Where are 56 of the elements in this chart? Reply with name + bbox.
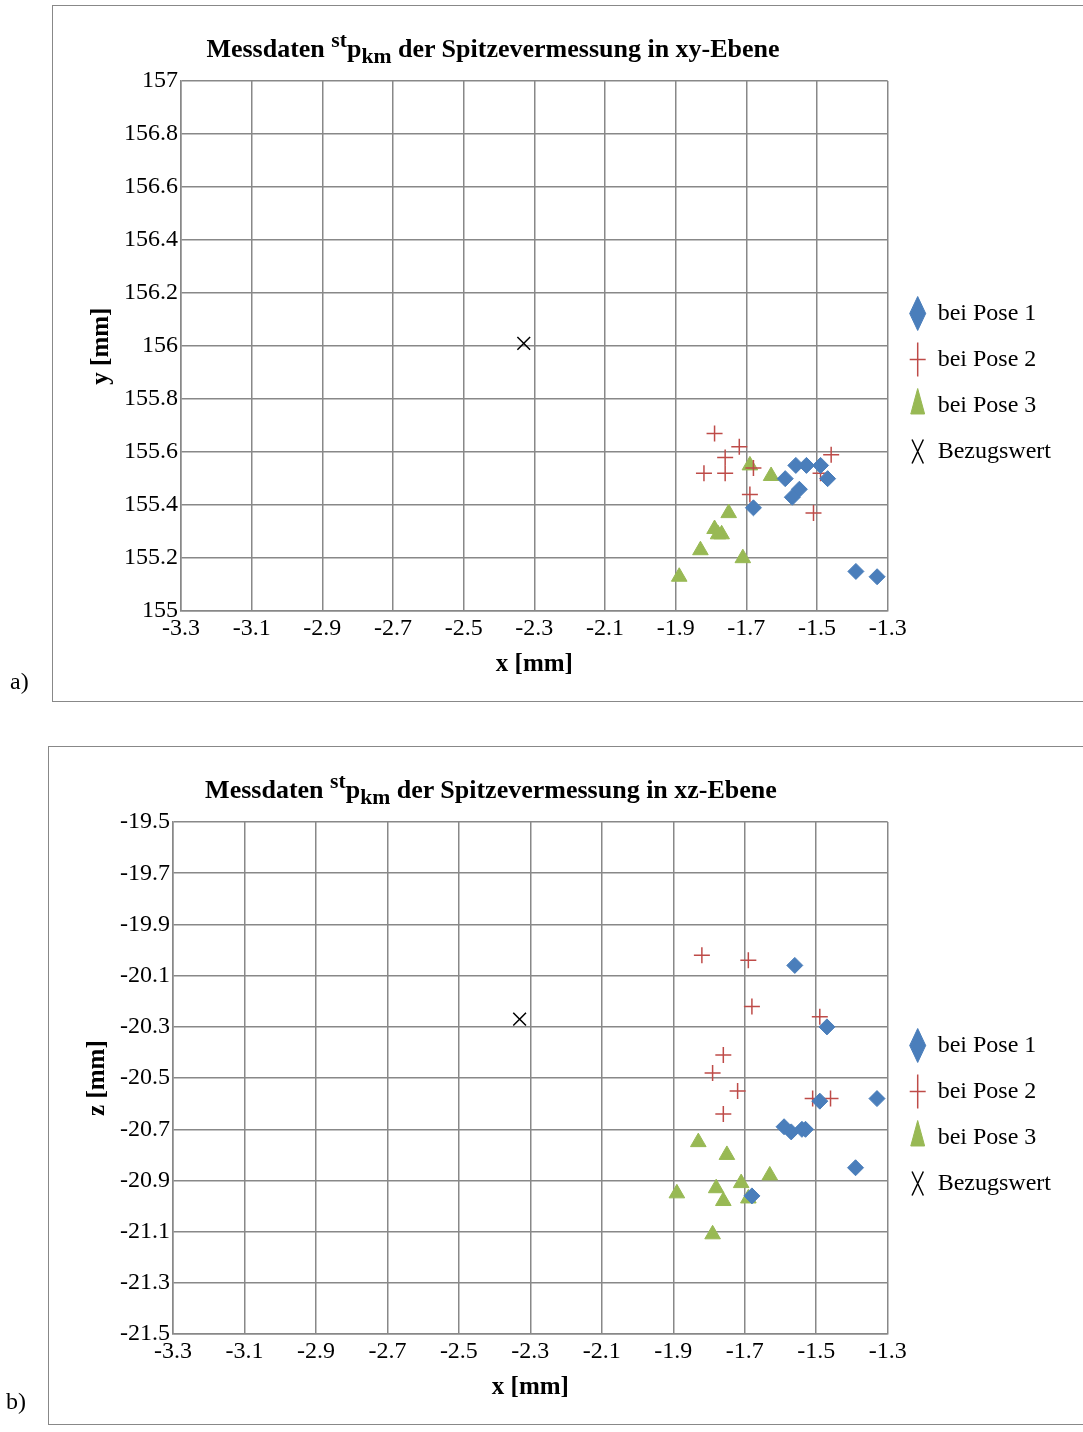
- legend-label: Bezugswert: [937, 436, 1052, 463]
- x-tick-label: -1.3: [868, 1336, 907, 1363]
- y-tick-label: -21.3: [119, 1268, 170, 1295]
- text: b): [6, 1388, 26, 1415]
- x-tick-label: -1.9: [656, 613, 695, 640]
- x-tick-label: -2.5: [439, 1336, 478, 1363]
- y-tick-label: 155.8: [124, 384, 178, 411]
- y-tick-label: 156.2: [124, 278, 178, 305]
- y-tick-label: -19.9: [119, 909, 170, 936]
- x-tick-label: -1.3: [868, 613, 907, 640]
- x-tick-label: -2.1: [586, 613, 625, 640]
- x-tick-label: -2.3: [511, 1336, 550, 1363]
- x-tick-label: -2.3: [515, 613, 554, 640]
- y-tick-label: 155.4: [124, 490, 178, 517]
- legend-label: bei Pose 3: [937, 390, 1037, 417]
- y-tick-label: -20.9: [119, 1165, 170, 1192]
- y-tick-label: 156.6: [124, 172, 178, 199]
- x-tick-label: -3.1: [225, 1336, 264, 1363]
- y-tick-label: -20.5: [119, 1063, 170, 1090]
- legend-label: bei Pose 1: [937, 1030, 1037, 1057]
- x-axis-title: x [mm]: [491, 1372, 569, 1400]
- x-tick-label: -1.5: [797, 1336, 836, 1363]
- y-axis-title: y [mm]: [86, 307, 114, 385]
- legend-label: bei Pose 2: [937, 344, 1037, 371]
- x-tick-label: -3.1: [232, 613, 271, 640]
- chart-title: Messdaten $^{st}$p$_{km}$ der Spitzevermessung in xy-Ebene: [206, 28, 780, 68]
- y-tick-label: -20.7: [119, 1114, 170, 1141]
- y-tick-label: 155.2: [124, 543, 178, 570]
- x-tick-label: -2.1: [582, 1336, 621, 1363]
- legend-label: bei Pose 3: [937, 1122, 1037, 1149]
- y-tick-label: -20.1: [119, 960, 170, 987]
- legend-label: Bezugswert: [937, 1168, 1052, 1195]
- y-tick-label: 156.8: [124, 119, 178, 146]
- x-tick-label: -2.7: [368, 1336, 407, 1363]
- text: a): [10, 668, 29, 695]
- x-axis-title: x [mm]: [495, 649, 573, 677]
- x-tick-label: -1.7: [727, 613, 766, 640]
- x-tick-label: -1.5: [798, 613, 837, 640]
- x-tick-label: -2.7: [374, 613, 413, 640]
- x-tick-label: -1.7: [725, 1336, 764, 1363]
- y-axis-title: z [mm]: [82, 1040, 110, 1116]
- chart-title: Messdaten $^{st}$p$_{km}$ der Spitzevermessung in xz-Ebene: [205, 769, 777, 809]
- y-tick-label: -21.1: [119, 1217, 170, 1244]
- y-tick-label: -20.3: [119, 1012, 170, 1039]
- y-tick-label: 156: [142, 331, 178, 358]
- x-tick-label: -2.9: [296, 1336, 335, 1363]
- y-tick-label: 155.6: [124, 437, 178, 464]
- y-tick-label: -19.7: [119, 858, 170, 885]
- x-tick-label: -2.9: [303, 613, 342, 640]
- legend-label: bei Pose 1: [937, 298, 1037, 325]
- legend-label: bei Pose 2: [937, 1076, 1037, 1103]
- x-tick-label: -2.5: [444, 613, 483, 640]
- y-tick-label: 156.4: [124, 225, 178, 252]
- y-tick-label: 157: [142, 66, 178, 93]
- y-tick-label: -19.5: [119, 807, 170, 834]
- x-tick-label: -1.9: [654, 1336, 693, 1363]
